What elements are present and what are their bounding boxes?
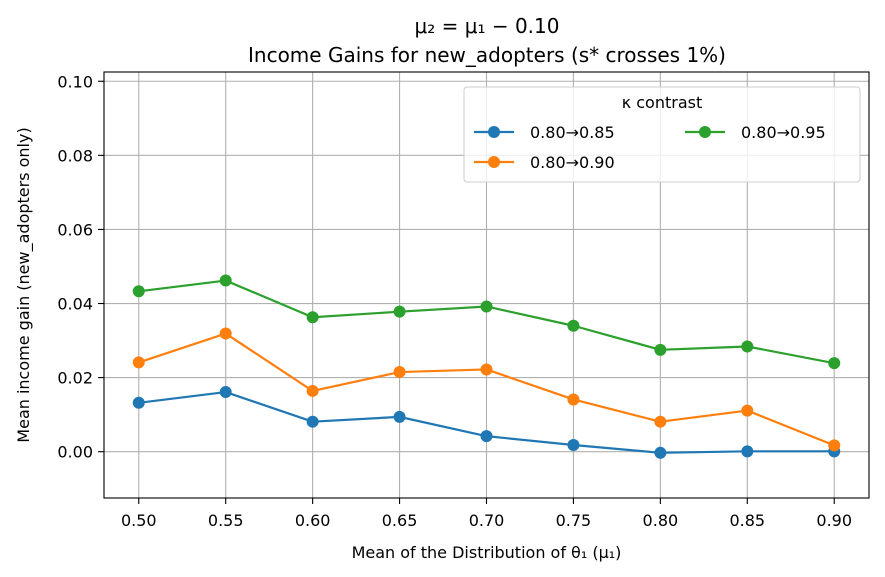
data-point-1-1 xyxy=(219,327,232,340)
y-tick-label-1: 0.02 xyxy=(57,369,93,388)
legend-label-0: 0.80→0.85 xyxy=(530,123,615,142)
data-point-2-4 xyxy=(480,300,493,313)
data-point-1-3 xyxy=(393,366,406,379)
legend-box xyxy=(463,86,861,183)
data-point-0-6 xyxy=(654,446,667,459)
x-tick-label-8: 0.90 xyxy=(816,511,852,530)
data-point-1-2 xyxy=(306,384,319,397)
x-tick-label-7: 0.85 xyxy=(729,511,765,530)
legend-title: κ contrast xyxy=(622,93,703,112)
data-point-1-5 xyxy=(567,393,580,406)
series-lines xyxy=(132,274,841,459)
data-point-1-0 xyxy=(132,356,145,369)
legend-label-2: 0.80→0.95 xyxy=(741,123,826,142)
data-point-0-3 xyxy=(393,410,406,423)
data-point-1-6 xyxy=(654,415,667,428)
x-tick-label-0: 0.50 xyxy=(121,511,157,530)
data-point-0-1 xyxy=(219,386,232,399)
legend-label-1: 0.80→0.90 xyxy=(530,153,615,172)
data-point-2-7 xyxy=(741,340,754,353)
y-tick-label-2: 0.04 xyxy=(57,295,93,314)
x-tick-label-4: 0.70 xyxy=(469,511,505,530)
series-1 xyxy=(132,327,841,452)
data-point-2-2 xyxy=(306,311,319,324)
data-point-1-8 xyxy=(828,439,841,452)
legend-marker-0 xyxy=(488,126,500,138)
data-point-0-2 xyxy=(306,415,319,428)
legend: κ contrast 0.80→0.85 0.80→0.90 0.80→0.95 xyxy=(463,86,861,183)
y-tick-label-4: 0.08 xyxy=(57,146,93,165)
data-point-2-1 xyxy=(219,274,232,287)
data-point-0-7 xyxy=(741,445,754,458)
data-point-1-7 xyxy=(741,404,754,417)
x-tick-label-6: 0.80 xyxy=(643,511,679,530)
y-tick-label-0: 0.00 xyxy=(57,443,93,462)
y-tick-label-5: 0.10 xyxy=(57,72,93,91)
x-tick-label-2: 0.60 xyxy=(295,511,331,530)
data-point-2-8 xyxy=(828,357,841,370)
series-2 xyxy=(132,274,841,370)
data-point-0-5 xyxy=(567,439,580,452)
data-point-0-4 xyxy=(480,430,493,443)
x-tick-label-1: 0.55 xyxy=(208,511,244,530)
x-tick-label-5: 0.75 xyxy=(556,511,592,530)
data-point-2-5 xyxy=(567,319,580,332)
y-axis-label: Mean income gain (new_adopters only) xyxy=(14,127,34,442)
data-point-2-3 xyxy=(393,305,406,318)
axis-ticks: 0.50 0.55 0.60 0.65 0.70 0.75 0.80 0.85 0.90 0.00… xyxy=(57,72,852,530)
x-tick-label-3: 0.65 xyxy=(382,511,418,530)
chart-title-line1: μ₂ = μ₁ − 0.10 xyxy=(415,14,560,38)
data-point-1-4 xyxy=(480,363,493,376)
x-axis-label: Mean of the Distribution of θ₁ (μ₁) xyxy=(352,543,622,562)
data-point-2-6 xyxy=(654,343,667,356)
legend-marker-1 xyxy=(488,156,500,168)
data-point-0-0 xyxy=(132,396,145,409)
data-point-2-0 xyxy=(132,285,145,298)
y-tick-label-3: 0.06 xyxy=(57,220,93,239)
legend-marker-2 xyxy=(699,126,711,138)
chart-title-line2: Income Gains for new_adopters (s* crosse… xyxy=(248,43,726,67)
